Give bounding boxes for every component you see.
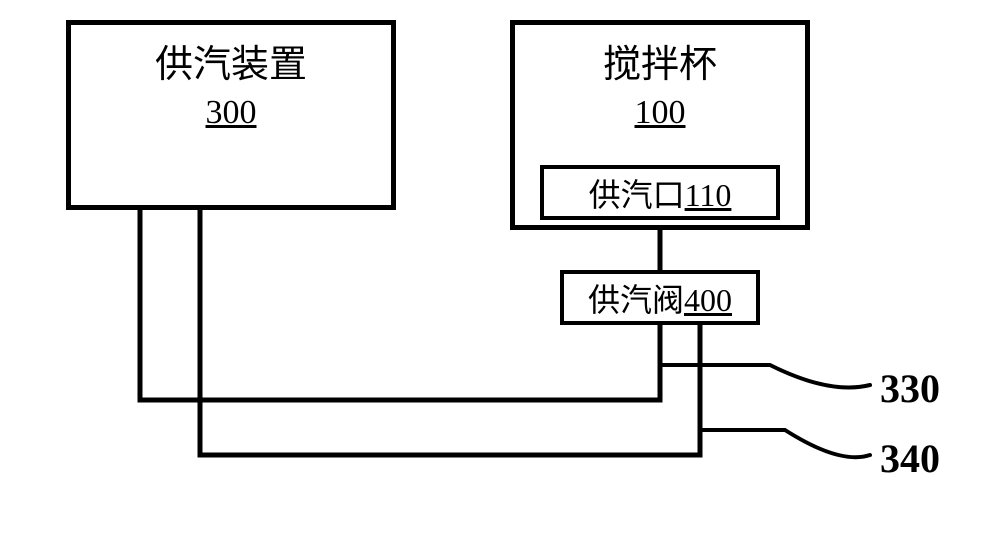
node-label: 供汽口110: [589, 170, 732, 216]
diagram-canvas: 供汽装置 300 搅拌杯 100 供汽口110 供汽阀400 330 340: [0, 0, 1000, 549]
node-steam-port: 供汽口110: [540, 165, 780, 220]
node-label-number: 110: [685, 177, 732, 213]
node-number: 100: [635, 93, 686, 134]
ref-label-330: 330: [880, 365, 940, 412]
node-steam-supply-device: 供汽装置 300: [66, 20, 396, 210]
node-label-text: 供汽阀: [588, 282, 684, 318]
ref-label-340: 340: [880, 435, 940, 482]
node-steam-valve: 供汽阀400: [560, 270, 760, 325]
node-title: 供汽装置: [155, 43, 307, 89]
node-title: 搅拌杯: [603, 43, 717, 89]
node-label-text: 供汽口: [589, 177, 685, 213]
node-number: 300: [206, 93, 257, 134]
node-label: 供汽阀400: [588, 275, 732, 321]
node-label-number: 400: [684, 282, 732, 318]
